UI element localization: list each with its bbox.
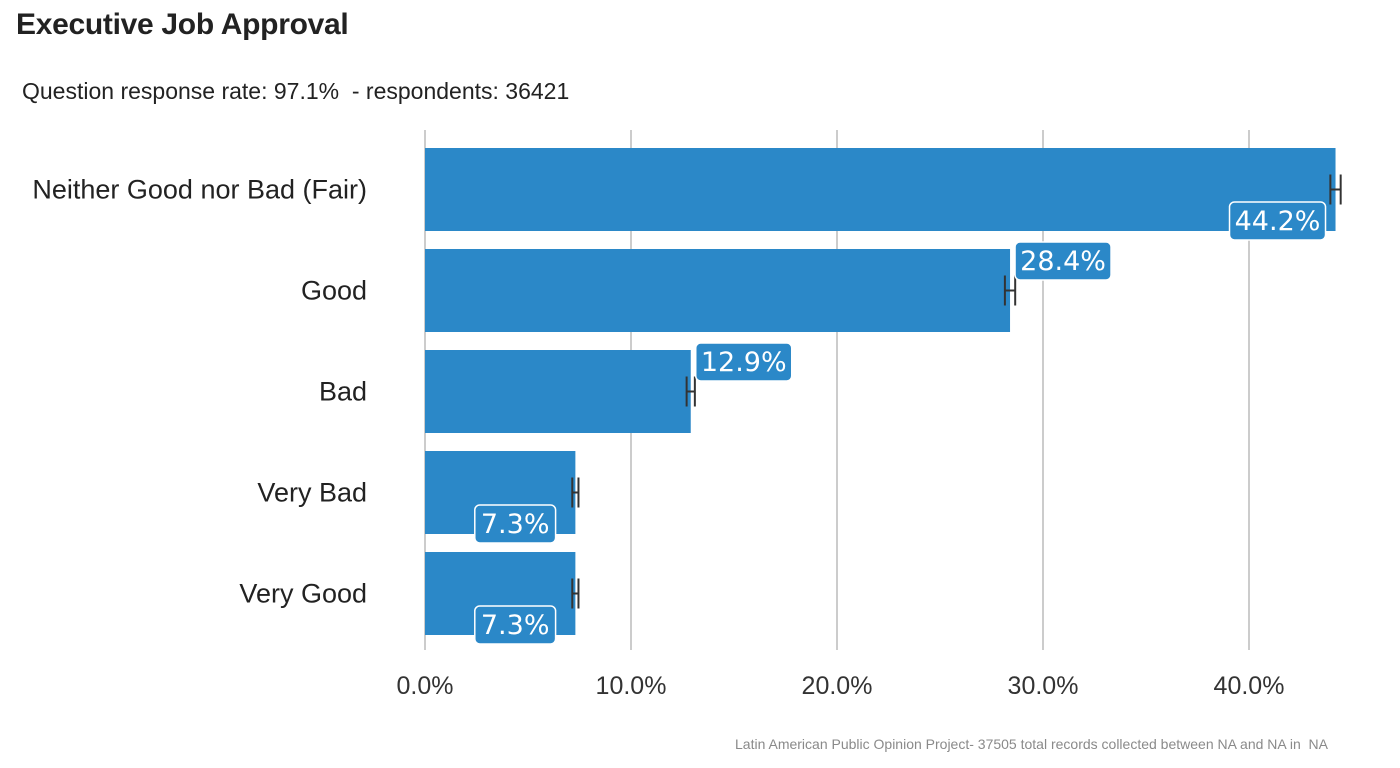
- category-label: Good: [301, 276, 367, 306]
- data-label: 28.4%: [1014, 241, 1112, 281]
- bar: [425, 148, 1336, 231]
- category-label: Very Bad: [257, 478, 367, 508]
- chart-title: Executive Job Approval: [16, 8, 349, 41]
- data-label-text: 28.4%: [1020, 246, 1106, 277]
- x-tick-label: 0.0%: [397, 672, 454, 700]
- error-bar: [571, 578, 580, 609]
- x-tick-label: 20.0%: [802, 672, 873, 700]
- error-bar: [1329, 174, 1342, 205]
- data-label: 7.3%: [474, 504, 557, 544]
- x-tick-label: 30.0%: [1008, 672, 1079, 700]
- category-labels: Neither Good nor Bad (Fair) Good Bad Very B…: [32, 175, 367, 609]
- bars: [425, 148, 1336, 635]
- error-bars: [571, 174, 1342, 609]
- x-tick-label: 10.0%: [596, 672, 667, 700]
- chart-caption: Latin American Public Opinion Project- 3…: [735, 736, 1328, 752]
- error-bar: [685, 376, 696, 407]
- data-label: 44.2%: [1228, 201, 1327, 241]
- data-label-text: 7.3%: [481, 610, 550, 641]
- error-bar: [571, 477, 580, 508]
- data-label-text: 7.3%: [481, 509, 550, 540]
- category-label: Very Good: [239, 579, 367, 609]
- bar: [425, 249, 1011, 332]
- data-label-text: 44.2%: [1235, 206, 1321, 237]
- chart-subtitle: Question response rate: 97.1% - responde…: [22, 78, 570, 104]
- x-axis-ticks: 0.0% 10.0% 20.0% 30.0% 40.0%: [397, 672, 1285, 700]
- category-label: Bad: [319, 377, 367, 407]
- bar: [425, 350, 691, 433]
- data-label-text: 12.9%: [701, 347, 787, 378]
- error-bar: [1003, 275, 1017, 306]
- category-label: Neither Good nor Bad (Fair): [32, 175, 367, 205]
- data-label: 7.3%: [474, 605, 557, 645]
- data-label: 12.9%: [694, 342, 793, 382]
- data-labels: 44.2% 28.4% 12.9% 7.3% 7.3%: [474, 201, 1327, 645]
- x-tick-label: 40.0%: [1214, 672, 1285, 700]
